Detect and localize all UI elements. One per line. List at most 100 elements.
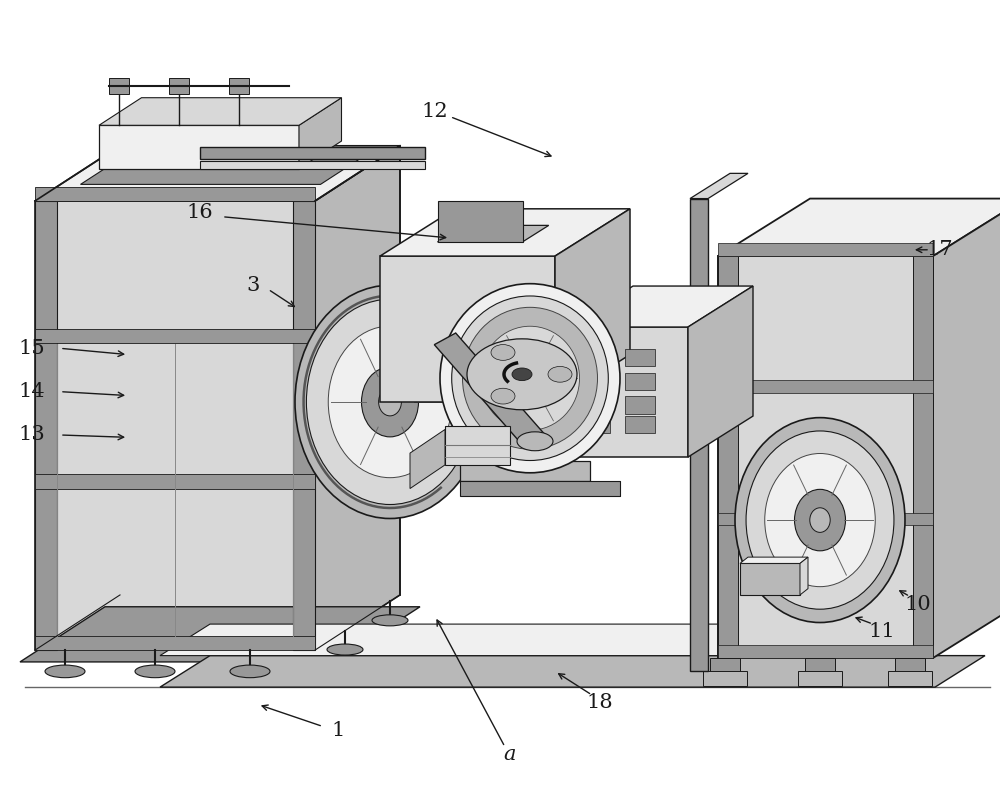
Polygon shape: [299, 98, 342, 169]
Polygon shape: [718, 513, 933, 526]
Polygon shape: [410, 429, 445, 489]
Ellipse shape: [327, 644, 363, 655]
Polygon shape: [20, 607, 420, 662]
Text: 11: 11: [869, 623, 895, 641]
Polygon shape: [718, 199, 1000, 256]
Text: 3: 3: [246, 276, 260, 295]
Ellipse shape: [512, 368, 532, 381]
Polygon shape: [718, 380, 933, 392]
Polygon shape: [710, 658, 740, 674]
Polygon shape: [380, 256, 555, 402]
Ellipse shape: [379, 388, 401, 416]
Polygon shape: [160, 656, 985, 687]
Ellipse shape: [517, 432, 553, 451]
Ellipse shape: [462, 307, 598, 449]
Polygon shape: [315, 146, 400, 650]
Text: 15: 15: [19, 339, 45, 358]
Polygon shape: [568, 286, 753, 327]
Ellipse shape: [510, 358, 550, 399]
Polygon shape: [703, 671, 747, 686]
Polygon shape: [798, 671, 842, 686]
Polygon shape: [688, 286, 753, 457]
Polygon shape: [805, 658, 835, 674]
Ellipse shape: [746, 431, 894, 609]
Text: 16: 16: [187, 203, 213, 222]
Text: 17: 17: [927, 240, 953, 259]
Polygon shape: [35, 201, 315, 650]
Ellipse shape: [491, 388, 515, 404]
Text: 14: 14: [19, 382, 45, 401]
Polygon shape: [740, 557, 808, 563]
Polygon shape: [293, 201, 315, 650]
Polygon shape: [625, 396, 655, 414]
Polygon shape: [460, 481, 620, 496]
Text: a: a: [504, 745, 516, 764]
Polygon shape: [160, 624, 985, 656]
Ellipse shape: [548, 366, 572, 382]
Polygon shape: [380, 209, 630, 256]
Polygon shape: [109, 78, 129, 94]
Ellipse shape: [230, 665, 270, 678]
Polygon shape: [568, 327, 688, 457]
Text: 1: 1: [331, 721, 345, 740]
Ellipse shape: [810, 507, 830, 533]
Polygon shape: [888, 671, 932, 686]
Ellipse shape: [362, 367, 418, 437]
Polygon shape: [580, 416, 610, 433]
Polygon shape: [718, 256, 933, 658]
Polygon shape: [690, 199, 708, 671]
Polygon shape: [169, 78, 189, 94]
Polygon shape: [445, 426, 510, 465]
Polygon shape: [590, 481, 620, 496]
Ellipse shape: [295, 285, 485, 519]
Ellipse shape: [735, 418, 905, 623]
Ellipse shape: [467, 339, 577, 410]
Polygon shape: [200, 147, 425, 159]
Polygon shape: [35, 636, 315, 650]
Ellipse shape: [45, 665, 85, 678]
Polygon shape: [99, 98, 342, 125]
Polygon shape: [460, 461, 590, 481]
Ellipse shape: [306, 299, 474, 504]
Text: 12: 12: [422, 102, 448, 121]
Polygon shape: [740, 563, 800, 595]
Polygon shape: [200, 161, 425, 169]
Polygon shape: [913, 256, 933, 658]
Ellipse shape: [765, 454, 875, 586]
Ellipse shape: [794, 489, 846, 551]
Ellipse shape: [440, 284, 620, 473]
Polygon shape: [580, 349, 610, 366]
Ellipse shape: [328, 326, 452, 478]
Polygon shape: [933, 199, 1000, 658]
Polygon shape: [438, 201, 522, 242]
Polygon shape: [99, 125, 299, 169]
Ellipse shape: [452, 296, 608, 460]
Polygon shape: [35, 146, 400, 201]
Ellipse shape: [372, 615, 408, 626]
Text: 10: 10: [905, 595, 931, 614]
Polygon shape: [434, 333, 546, 447]
Polygon shape: [35, 474, 315, 489]
Polygon shape: [718, 243, 933, 256]
Polygon shape: [35, 187, 315, 201]
Polygon shape: [229, 78, 249, 94]
Ellipse shape: [480, 326, 580, 430]
Polygon shape: [895, 658, 925, 674]
Polygon shape: [35, 201, 57, 650]
Text: 18: 18: [587, 693, 613, 712]
Polygon shape: [580, 373, 610, 390]
Polygon shape: [718, 645, 933, 658]
Ellipse shape: [135, 665, 175, 678]
Polygon shape: [625, 349, 655, 366]
Polygon shape: [718, 256, 738, 658]
Polygon shape: [35, 329, 315, 343]
Polygon shape: [438, 225, 549, 242]
Polygon shape: [800, 557, 808, 595]
Polygon shape: [625, 416, 655, 433]
Text: 13: 13: [19, 426, 45, 444]
Polygon shape: [80, 151, 372, 184]
Ellipse shape: [491, 344, 515, 360]
Polygon shape: [625, 373, 655, 390]
Polygon shape: [690, 173, 748, 199]
Polygon shape: [555, 209, 630, 402]
